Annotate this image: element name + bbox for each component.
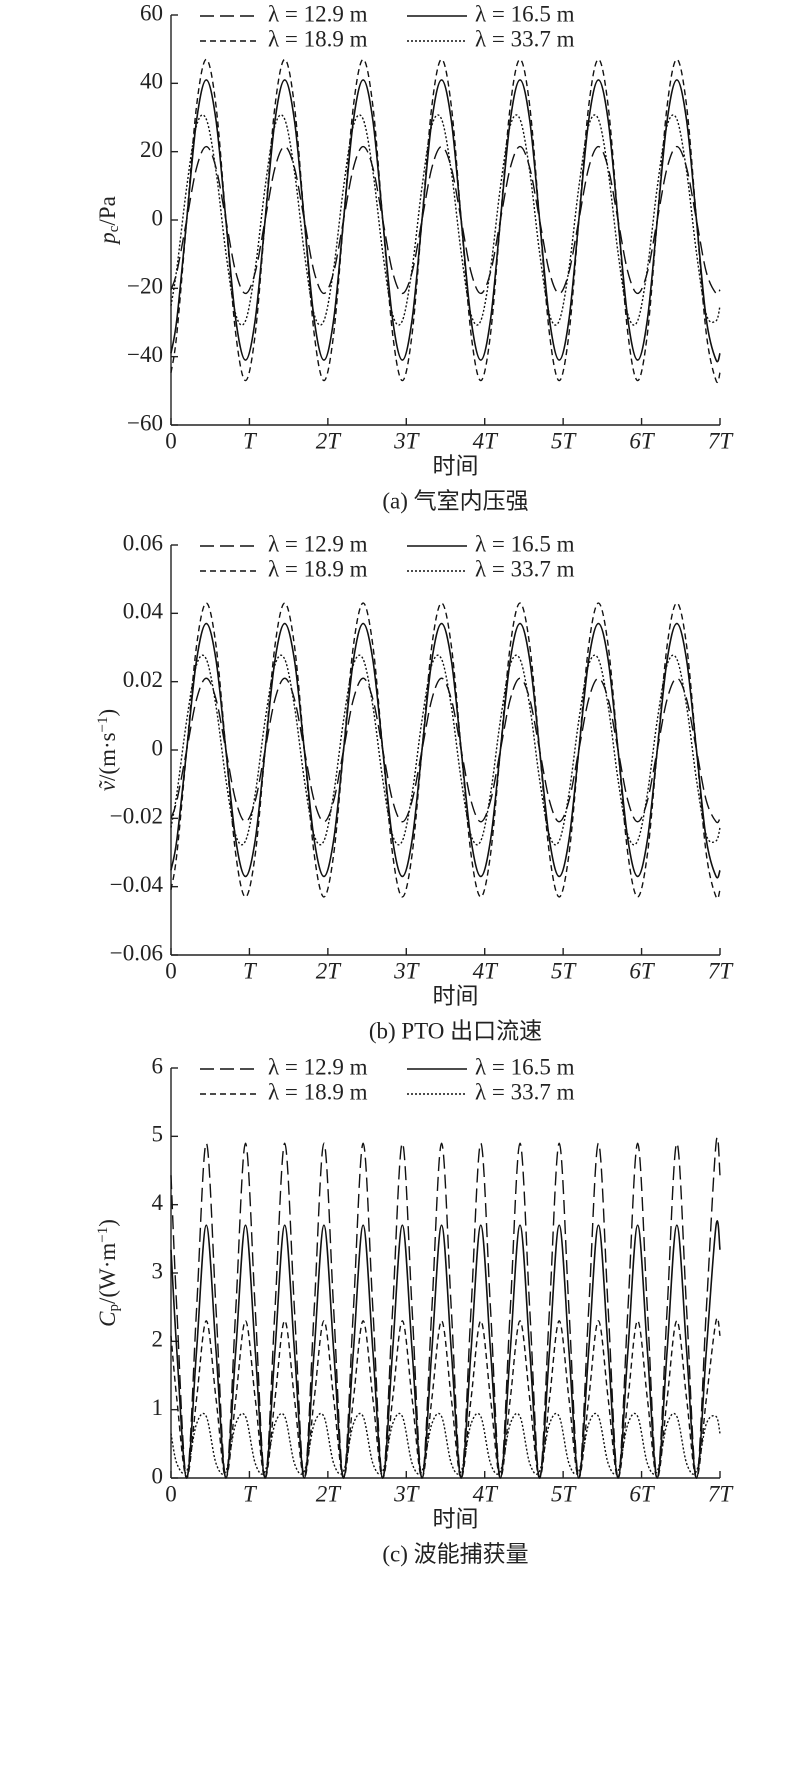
x-axis-label: 时间 (433, 1506, 479, 1531)
x-tick-label: 6T (629, 428, 656, 453)
x-tick-label: 4T (473, 1481, 500, 1506)
line-series (170, 58, 721, 384)
x-tick-label: 5T (551, 1481, 578, 1506)
legend-label: λ = 12.9 m (268, 1054, 368, 1079)
y-tick-label: −0.04 (110, 872, 164, 897)
y-tick-label: 3 (152, 1258, 164, 1283)
y-tick-label: 0 (152, 205, 164, 230)
legend-label: λ = 16.5 m (475, 1, 575, 26)
x-axis-label: 时间 (433, 453, 479, 478)
y-tick-label: −20 (127, 274, 163, 299)
y-axis-label-part: p (95, 232, 120, 246)
y-axis-label: pc/Pa (95, 196, 122, 246)
y-tick-label: 40 (140, 69, 163, 94)
x-tick-label: 0 (165, 428, 177, 453)
legend-label: λ = 33.7 m (475, 26, 575, 51)
y-axis-label-part: ṽ (95, 780, 120, 791)
y-tick-label: 0.06 (123, 530, 163, 555)
legend-label: λ = 18.9 m (268, 1079, 368, 1104)
legend-label: λ = 18.9 m (268, 26, 368, 51)
line-series (170, 677, 721, 824)
caption: (b) PTO 出口流速 (369, 1018, 542, 1043)
line-series (170, 654, 721, 846)
x-tick-label: 3T (393, 1481, 421, 1506)
x-tick-label: 6T (629, 1481, 656, 1506)
y-axis-label-part: /(m·s (95, 732, 120, 781)
caption: (c) 波能捕获量 (382, 1541, 528, 1566)
x-tick-label: 5T (551, 958, 578, 983)
legend-label: λ = 33.7 m (475, 1079, 575, 1104)
y-axis-label-part: /Pa (95, 196, 120, 225)
y-tick-label: −0.02 (110, 804, 163, 829)
y-axis-label-part: c (106, 225, 122, 232)
legend-label: λ = 12.9 m (268, 1, 368, 26)
legend-label: λ = 16.5 m (475, 1054, 575, 1079)
line-series (170, 1220, 721, 1479)
x-tick-label: 6T (629, 958, 656, 983)
x-tick-label: 4T (473, 958, 500, 983)
caption: (a) 气室内压强 (382, 488, 528, 513)
legend-label: λ = 33.7 m (475, 556, 575, 581)
y-axis-label-part: C (95, 1311, 120, 1327)
y-axis-label-part: −1 (95, 1227, 111, 1243)
y-tick-label: 0 (152, 1463, 164, 1488)
y-tick-label: 0.04 (123, 599, 164, 624)
x-tick-label: 7T (708, 958, 735, 983)
y-axis-label-part: p (106, 1304, 122, 1312)
x-tick-label: 5T (551, 428, 578, 453)
y-tick-label: 20 (140, 137, 163, 162)
x-tick-label: T (243, 958, 258, 983)
legend-label: λ = 16.5 m (475, 531, 575, 556)
y-tick-label: 4 (152, 1190, 164, 1215)
legend-label: λ = 12.9 m (268, 531, 368, 556)
x-tick-label: 0 (165, 1481, 177, 1506)
y-axis-label-part: ) (95, 709, 120, 717)
x-tick-label: 4T (473, 428, 500, 453)
y-tick-label: 2 (152, 1327, 164, 1352)
x-tick-label: 2T (316, 1481, 343, 1506)
y-tick-label: 1 (152, 1395, 164, 1420)
x-tick-label: 3T (393, 428, 421, 453)
x-tick-label: 3T (393, 958, 421, 983)
line-series (170, 1317, 721, 1479)
legend-label: λ = 18.9 m (268, 556, 368, 581)
y-tick-label: 60 (140, 0, 163, 25)
y-tick-label: −40 (127, 342, 163, 367)
y-tick-label: −60 (127, 410, 163, 435)
x-axis-label: 时间 (433, 983, 479, 1008)
x-tick-label: T (243, 1481, 258, 1506)
y-tick-label: 0.02 (123, 667, 163, 692)
x-tick-label: T (243, 428, 258, 453)
y-axis-label: Cp/(W·m−1) (95, 1219, 122, 1327)
x-tick-label: 7T (708, 1481, 735, 1506)
y-axis-label-part: ) (95, 1219, 120, 1227)
line-series (170, 1412, 721, 1475)
x-tick-label: 7T (708, 428, 735, 453)
y-axis-label: ṽ/(m·s−1) (95, 709, 120, 791)
line-series (170, 602, 721, 900)
x-tick-label: 0 (165, 958, 177, 983)
y-axis-label-part: −1 (95, 716, 111, 732)
y-tick-label: 6 (152, 1053, 164, 1078)
y-axis-label-part: /(W·m (95, 1243, 120, 1304)
x-tick-label: 2T (316, 958, 343, 983)
line-series (170, 1136, 721, 1479)
y-tick-label: 0 (152, 735, 164, 760)
x-tick-label: 2T (316, 428, 343, 453)
y-tick-label: 5 (152, 1122, 164, 1147)
y-tick-label: −0.06 (110, 940, 163, 965)
line-series (170, 145, 721, 295)
